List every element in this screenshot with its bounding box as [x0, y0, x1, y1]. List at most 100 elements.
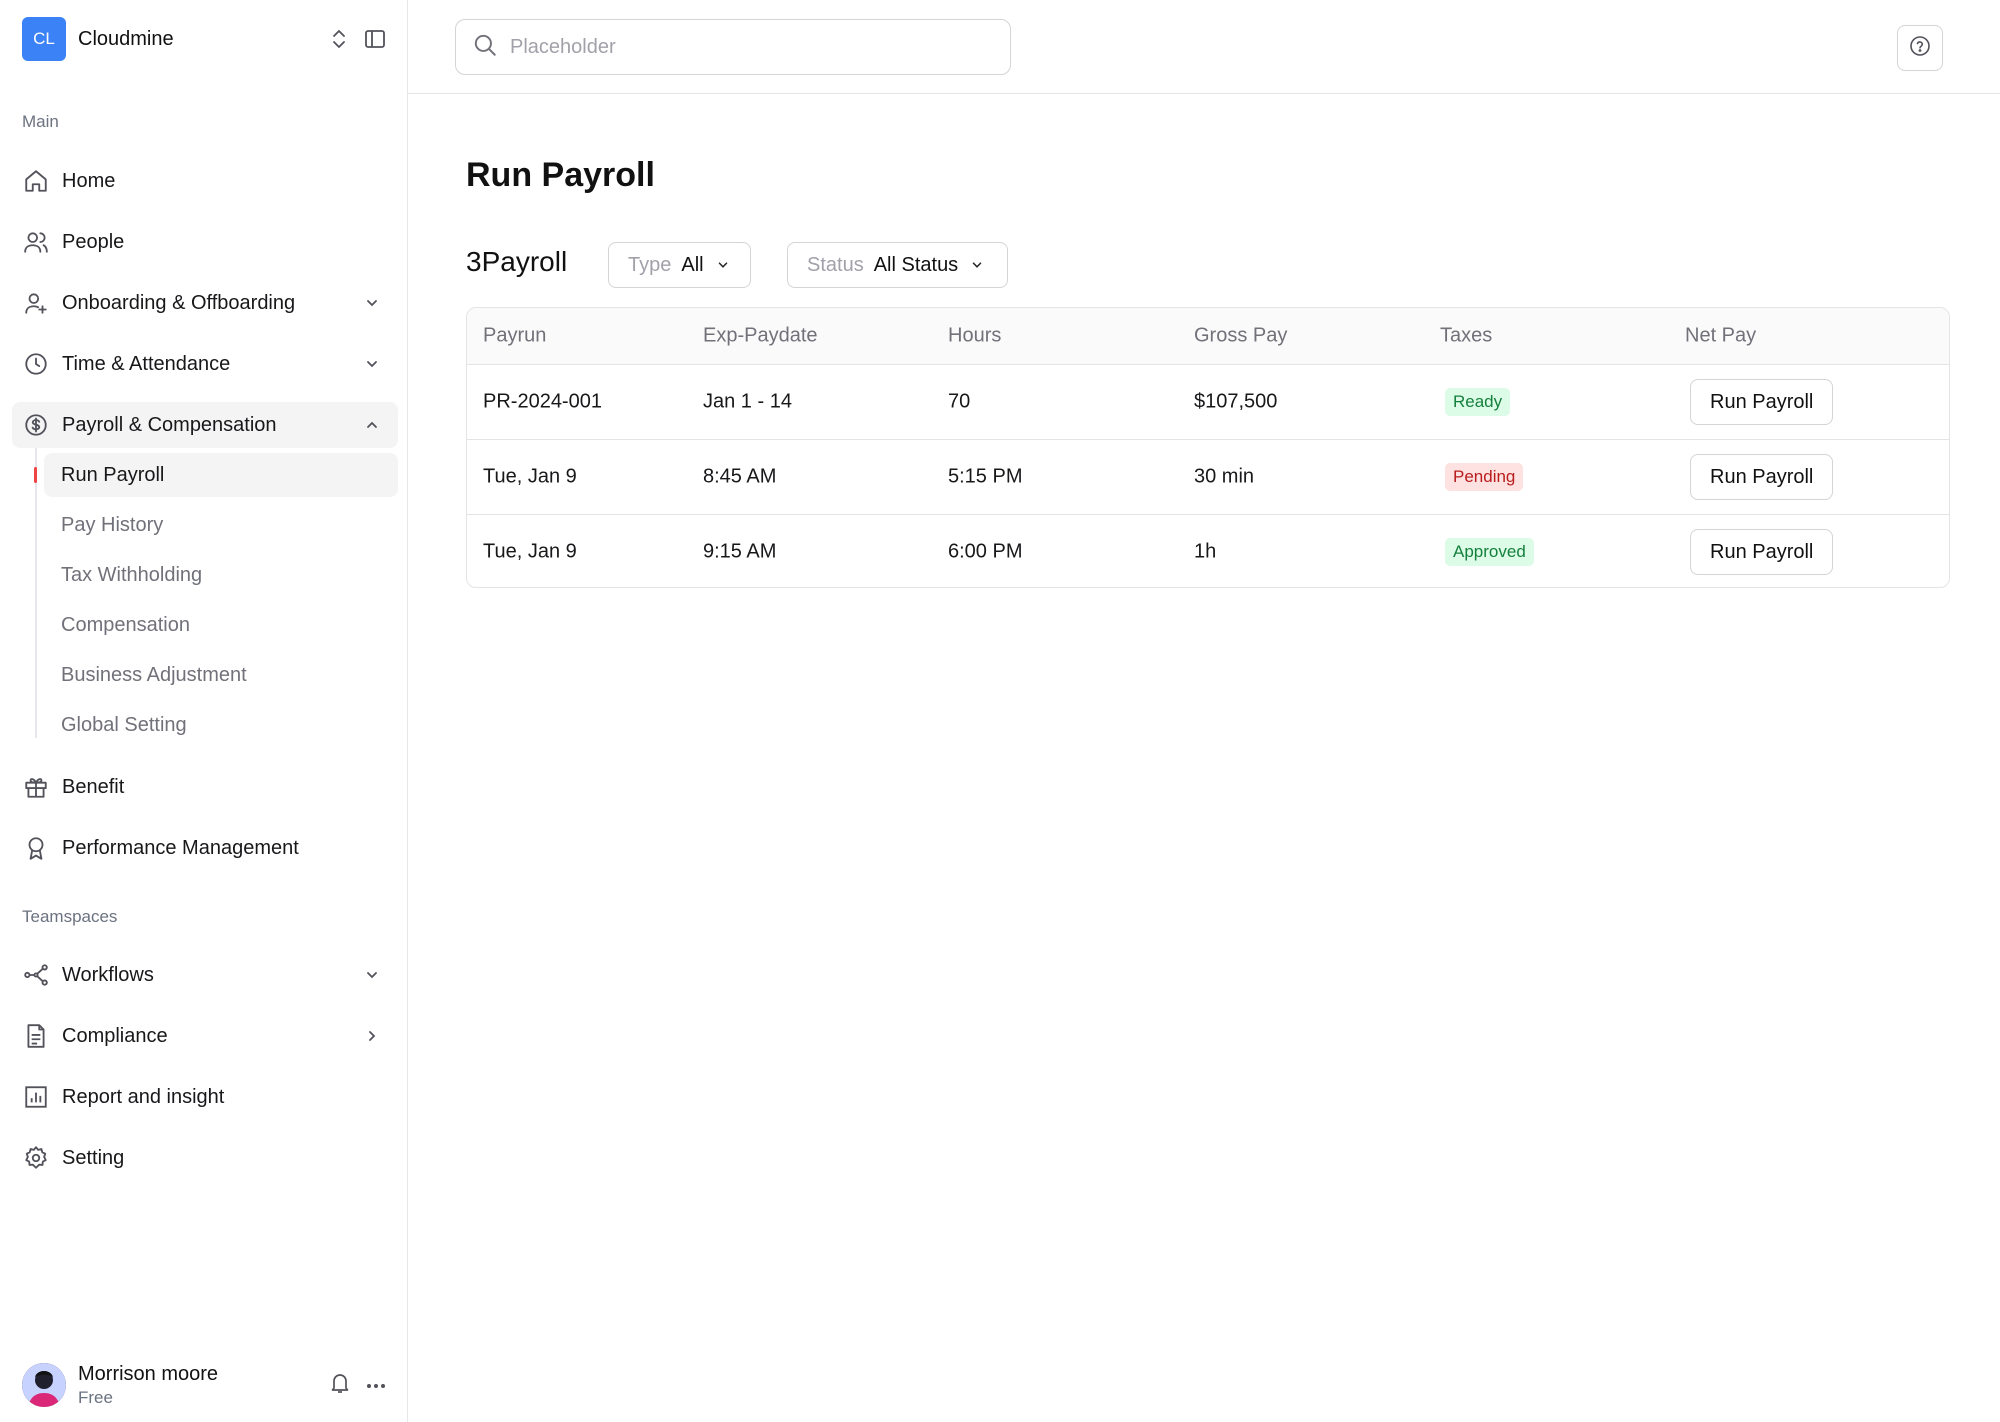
- chevron-up-icon[interactable]: [358, 411, 386, 439]
- chevron-up-down-icon[interactable]: [330, 28, 348, 50]
- home-icon: [22, 167, 50, 195]
- sidebar-item-workflows[interactable]: Workflows: [12, 952, 398, 998]
- chevron-down-icon[interactable]: [358, 350, 386, 378]
- clock-icon: [22, 350, 50, 378]
- run-payroll-button[interactable]: Run Payroll: [1690, 379, 1834, 425]
- chevron-down-icon[interactable]: [358, 961, 386, 989]
- table-header: Payrun Exp-Paydate Hours Gross Pay Taxes…: [467, 308, 1949, 364]
- sidebar-item-label: Onboarding & Offboarding: [62, 291, 296, 314]
- sidebar-item-label: Payroll & Compensation: [62, 413, 277, 436]
- sidebar: CL Cloudmine Main Home People Onboarding…: [0, 0, 408, 1422]
- table-row[interactable]: Tue, Jan 9 9:15 AM 6:00 PM 1h Approved R…: [467, 514, 1949, 587]
- sidebar-item-label: Time & Attendance: [62, 352, 231, 375]
- sidebar-item-payroll-compensation[interactable]: Payroll & Compensation: [12, 402, 398, 448]
- people-icon: [22, 228, 50, 256]
- help-button[interactable]: [1897, 25, 1943, 71]
- cell-hours: 5:15 PM: [948, 465, 1023, 488]
- sidebar-subitem-business-adjustment[interactable]: Business Adjustment: [61, 663, 247, 686]
- sidebar-subitem-pay-history[interactable]: Pay History: [61, 513, 164, 536]
- column-header-gross-pay[interactable]: Gross Pay: [1194, 324, 1288, 347]
- sidebar-subitem-global-setting[interactable]: Global Setting: [61, 713, 187, 736]
- search-input[interactable]: [510, 35, 990, 59]
- cell-gross-pay: $107,500: [1194, 390, 1278, 413]
- column-header-net-pay[interactable]: Net Pay: [1685, 324, 1757, 347]
- cell-paydate: Jan 1 - 14: [703, 390, 792, 413]
- bell-icon[interactable]: [330, 1372, 350, 1399]
- document-icon: [22, 1022, 50, 1050]
- search-icon: [472, 32, 498, 63]
- cell-hours: 70: [948, 390, 971, 413]
- sidebar-item-setting[interactable]: Setting: [12, 1135, 398, 1181]
- sidebar-item-label: Performance Management: [62, 836, 299, 859]
- sidebar-item-performance[interactable]: Performance Management: [12, 825, 398, 871]
- status-badge: Ready: [1445, 388, 1511, 416]
- more-icon[interactable]: [366, 1376, 386, 1394]
- active-marker: [34, 467, 37, 483]
- sidebar-item-compliance[interactable]: Compliance: [12, 1013, 398, 1059]
- filter-value: All: [681, 253, 704, 276]
- payroll-table: Payrun Exp-Paydate Hours Gross Pay Taxes…: [466, 307, 1950, 588]
- sidebar-subitem-compensation[interactable]: Compensation: [61, 613, 190, 636]
- sidebar-subitem-run-payroll[interactable]: Run Payroll: [44, 453, 398, 497]
- submenu-line: [35, 448, 37, 738]
- cell-paydate: 8:45 AM: [703, 465, 777, 488]
- sidebar-item-onboarding[interactable]: Onboarding & Offboarding: [12, 280, 398, 326]
- table-row[interactable]: PR-2024-001 Jan 1 - 14 70 $107,500 Ready…: [467, 364, 1949, 439]
- workspace-switcher[interactable]: CL Cloudmine: [22, 17, 386, 61]
- cell-gross-pay: 1h: [1194, 540, 1217, 563]
- sidebar-item-label: Workflows: [62, 963, 154, 986]
- run-payroll-button[interactable]: Run Payroll: [1690, 529, 1834, 575]
- cell-gross-pay: 30 min: [1194, 465, 1255, 488]
- chevron-down-icon: [716, 258, 730, 272]
- cell-payrun: Tue, Jan 9: [483, 465, 577, 488]
- sidebar-item-report-insight[interactable]: Report and insight: [12, 1074, 398, 1120]
- sidebar-item-label: Compliance: [62, 1024, 168, 1047]
- user-plus-icon: [22, 289, 50, 317]
- avatar: [22, 1363, 66, 1407]
- sidebar-item-benefit[interactable]: Benefit: [12, 764, 398, 810]
- section-label-main: Main: [22, 112, 59, 131]
- sidebar-item-label: People: [62, 230, 125, 253]
- filter-value: All Status: [873, 253, 959, 276]
- sidebar-item-label: Home: [62, 169, 116, 192]
- user-name: Morrison moore: [78, 1362, 219, 1385]
- status-filter[interactable]: Status All Status: [787, 242, 1008, 288]
- sidebar-subitem-tax-withholding[interactable]: Tax Withholding: [61, 563, 203, 586]
- sidebar-item-people[interactable]: People: [12, 219, 398, 265]
- workspace-name: Cloudmine: [78, 27, 174, 50]
- payroll-count: 3Payroll: [466, 246, 568, 277]
- filter-key: Status: [807, 253, 864, 276]
- user-profile[interactable]: Morrison moore Free: [22, 1360, 386, 1410]
- chart-icon: [22, 1083, 50, 1111]
- status-badge: Pending: [1445, 463, 1524, 491]
- column-header-taxes[interactable]: Taxes: [1440, 324, 1493, 347]
- search-box[interactable]: [455, 19, 1011, 75]
- status-badge: Approved: [1445, 538, 1534, 566]
- help-icon: [1909, 35, 1931, 62]
- gear-icon: [22, 1144, 50, 1172]
- section-label-teamspaces: Teamspaces: [22, 907, 118, 926]
- cell-paydate: 9:15 AM: [703, 540, 777, 563]
- filter-key: Type: [628, 253, 672, 276]
- type-filter[interactable]: Type All: [608, 242, 751, 288]
- column-header-hours[interactable]: Hours: [948, 324, 1002, 347]
- sidebar-item-label: Setting: [62, 1146, 125, 1169]
- run-payroll-button[interactable]: Run Payroll: [1690, 454, 1834, 500]
- sidebar-item-label: Benefit: [62, 775, 125, 798]
- chevron-down-icon[interactable]: [358, 289, 386, 317]
- workflow-icon: [22, 961, 50, 989]
- dollar-circle-icon: [22, 411, 50, 439]
- user-plan: Free: [78, 1387, 113, 1407]
- topbar: [408, 0, 2000, 94]
- table-row[interactable]: Tue, Jan 9 8:45 AM 5:15 PM 30 min Pendin…: [467, 439, 1949, 514]
- cell-payrun: PR-2024-001: [483, 390, 602, 413]
- sidebar-toggle-icon[interactable]: [364, 28, 386, 50]
- sidebar-item-home[interactable]: Home: [12, 158, 398, 204]
- sidebar-item-time-attendance[interactable]: Time & Attendance: [12, 341, 398, 387]
- page-title: Run Payroll: [466, 156, 655, 194]
- column-header-paydate[interactable]: Exp-Paydate: [703, 324, 818, 347]
- gift-icon: [22, 773, 50, 801]
- cell-payrun: Tue, Jan 9: [483, 540, 577, 563]
- column-header-payrun[interactable]: Payrun: [483, 324, 547, 347]
- chevron-right-icon[interactable]: [358, 1022, 386, 1050]
